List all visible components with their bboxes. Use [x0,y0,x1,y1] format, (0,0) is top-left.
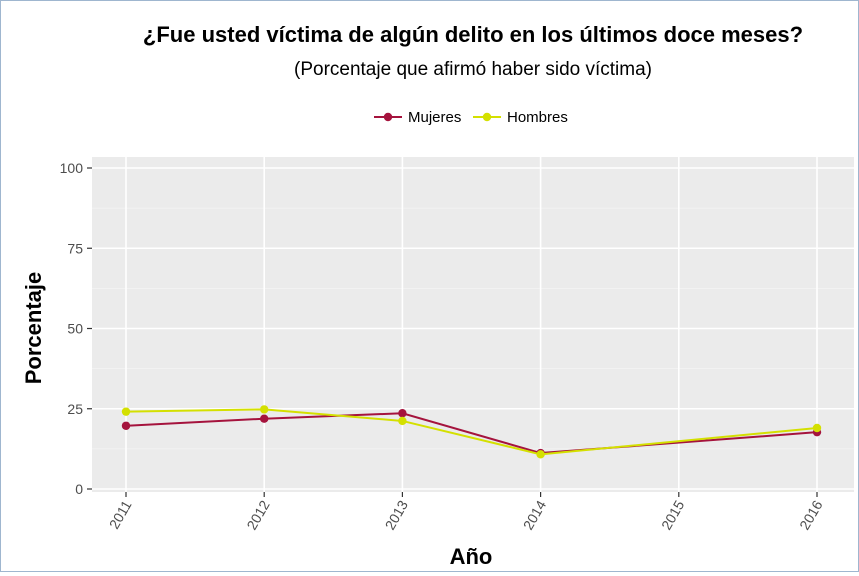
data-point [121,407,131,416]
x-tick-label: 2012 [243,497,273,532]
legend-label: Mujeres [408,109,461,126]
data-point [398,409,407,418]
legend-item-mujeres: Mujeres [374,109,461,126]
x-tick-label: 2015 [658,497,688,532]
data-point [398,416,407,426]
data-point [260,405,269,414]
y-tick-label: 50 [67,321,83,337]
data-point [260,414,269,423]
y-tick-label: 0 [75,481,83,497]
x-tick-label: 2013 [382,497,412,532]
data-point [121,421,131,430]
data-point [812,423,822,433]
chart-title: ¿Fue usted víctima de algún delito en lo… [143,22,803,47]
series-layer [121,405,822,459]
x-axis-title: Año [450,544,493,569]
x-tick-label: 2014 [520,497,550,532]
legend-key-point [482,112,492,122]
legend-key-point [383,112,393,122]
chart-subtitle: (Porcentaje que afirmó haber sido víctim… [294,59,652,80]
x-tick-label: 2011 [106,497,135,531]
x-tick-label: 2016 [796,497,826,532]
y-tick-label: 25 [67,401,83,417]
y-tick-label: 100 [60,160,84,176]
data-point [536,450,545,459]
legend-label: Hombres [507,109,568,126]
y-tick-label: 75 [67,240,83,256]
series-hombres [121,405,822,459]
legend: Mujeres Hombres [374,109,568,126]
grid-lines [92,157,854,492]
y-axis-title: Porcentaje [21,272,46,385]
plot-panel [92,157,854,492]
legend-item-hombres: Hombres [473,109,568,126]
